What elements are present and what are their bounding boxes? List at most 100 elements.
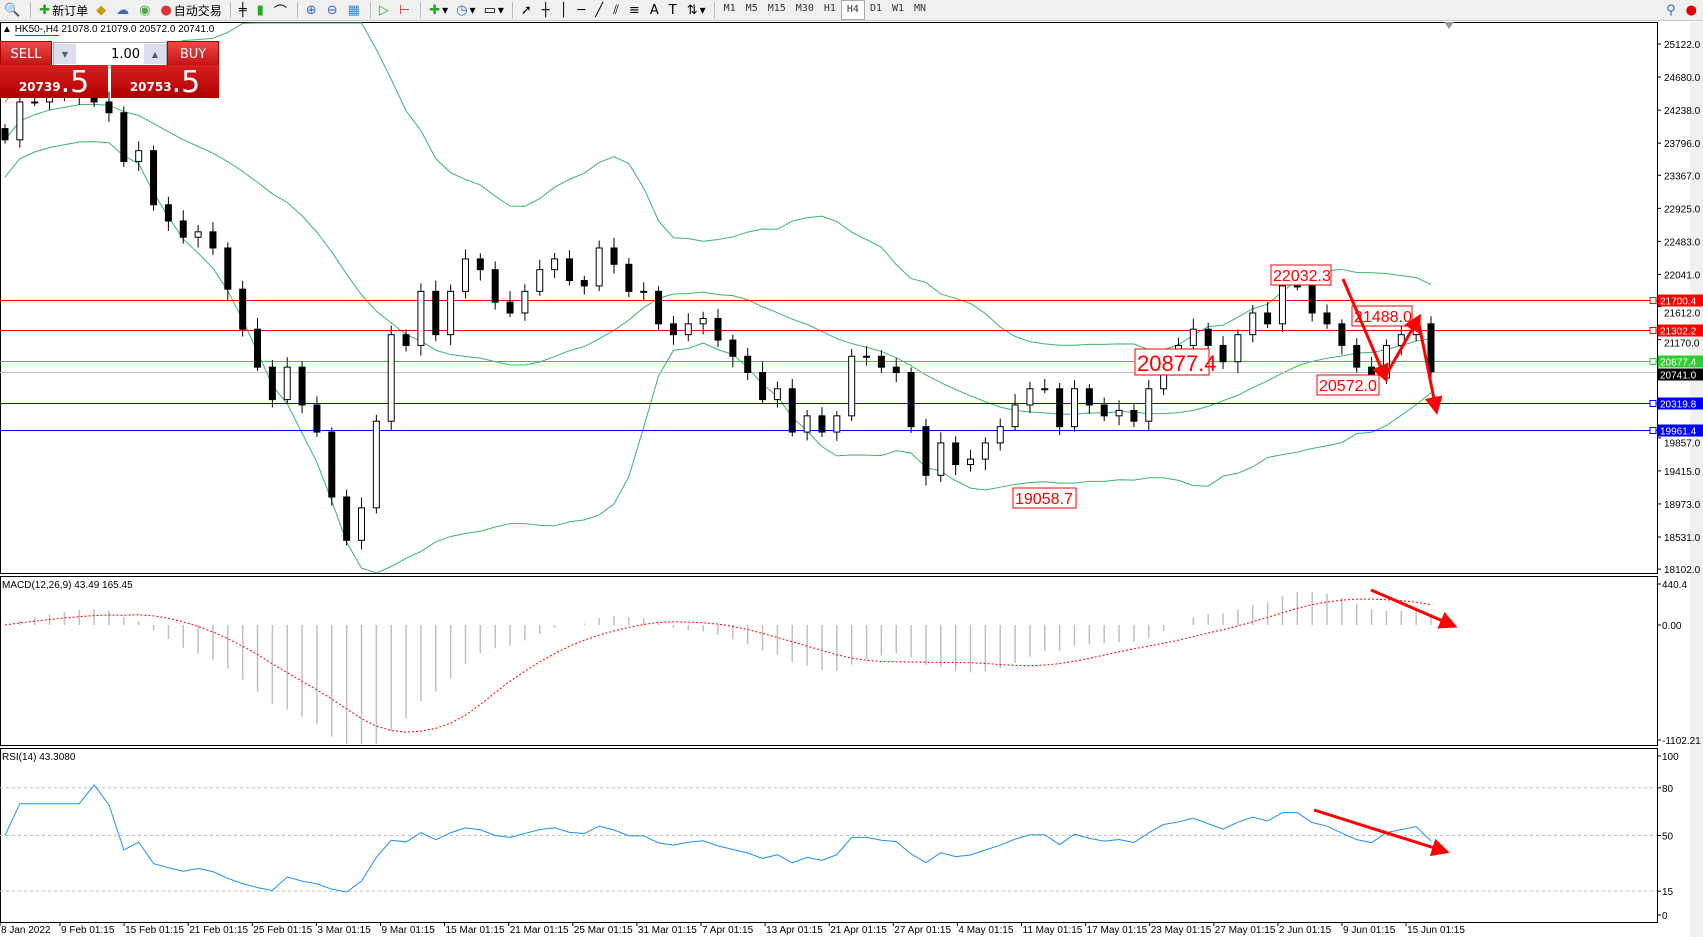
price-annotation-box[interactable] bbox=[1270, 264, 1332, 286]
candle[interactable] bbox=[922, 418, 930, 486]
level-handle[interactable] bbox=[1649, 400, 1657, 407]
candle[interactable] bbox=[788, 378, 796, 437]
lot-decrease-button[interactable]: ▼ bbox=[54, 44, 76, 64]
candle[interactable] bbox=[952, 436, 960, 476]
candle[interactable] bbox=[967, 449, 975, 472]
candle[interactable] bbox=[1353, 338, 1361, 373]
price-annotation-box[interactable] bbox=[1316, 374, 1380, 396]
candle[interactable] bbox=[803, 409, 811, 441]
candle[interactable] bbox=[1145, 379, 1153, 432]
candle[interactable] bbox=[684, 313, 692, 342]
timeframe-h1[interactable]: H1 bbox=[823, 3, 836, 14]
candle[interactable] bbox=[1189, 318, 1197, 353]
candle[interactable] bbox=[461, 249, 469, 299]
candle[interactable] bbox=[521, 284, 529, 321]
chart-collapse-icon[interactable]: ▲ bbox=[2, 24, 12, 35]
candle[interactable] bbox=[328, 427, 336, 506]
candle[interactable] bbox=[877, 350, 885, 373]
candle[interactable] bbox=[1249, 304, 1257, 343]
lot-size-input[interactable]: 1.00 bbox=[111, 46, 140, 62]
candle[interactable] bbox=[1100, 397, 1108, 422]
lot-size-stepper[interactable]: ▼ 1.00 ▲ bbox=[53, 42, 167, 66]
candle[interactable] bbox=[981, 437, 989, 471]
candle[interactable] bbox=[773, 381, 781, 408]
candle[interactable] bbox=[907, 367, 915, 433]
candlestick-button[interactable]: ▮ bbox=[253, 1, 270, 19]
candle[interactable] bbox=[239, 280, 247, 337]
indicators-button[interactable]: ✚ ▾ bbox=[429, 2, 449, 18]
notifications-button[interactable]: ● bbox=[1682, 1, 1703, 19]
fibonacci-button[interactable]: ≡ bbox=[625, 1, 646, 19]
trend-arrow[interactable] bbox=[1370, 588, 1458, 629]
templates-button[interactable]: ▭ ▾ bbox=[483, 2, 504, 18]
candle[interactable] bbox=[135, 141, 143, 171]
candle[interactable] bbox=[164, 196, 172, 231]
signals-button[interactable]: ◉ bbox=[135, 1, 156, 19]
candle[interactable] bbox=[729, 334, 737, 368]
candle[interactable] bbox=[254, 318, 262, 371]
candle[interactable] bbox=[996, 418, 1004, 451]
text-label-button[interactable]: T bbox=[665, 1, 683, 19]
sell-price[interactable]: 20739 .5 bbox=[0, 65, 108, 98]
candle[interactable] bbox=[536, 259, 544, 296]
candle[interactable] bbox=[298, 361, 306, 414]
price-annotation-box[interactable] bbox=[1012, 487, 1077, 509]
candle[interactable] bbox=[105, 91, 113, 122]
candle[interactable] bbox=[476, 253, 484, 281]
timeframe-m15[interactable]: M15 bbox=[767, 3, 786, 14]
level-handle[interactable] bbox=[1649, 327, 1657, 334]
candle[interactable] bbox=[1071, 380, 1078, 432]
auto-trading-button[interactable]: ● 自动交易 bbox=[156, 1, 225, 19]
candle[interactable] bbox=[447, 284, 455, 346]
candle[interactable] bbox=[565, 250, 573, 286]
buy-price[interactable]: 20753 .5 bbox=[111, 65, 219, 98]
candle[interactable] bbox=[1011, 394, 1019, 431]
candle[interactable] bbox=[506, 291, 514, 317]
sell-button[interactable]: SELL bbox=[0, 41, 52, 68]
candle[interactable] bbox=[194, 225, 202, 248]
new-order-button[interactable]: ✚ 新订单 bbox=[35, 1, 92, 19]
candle[interactable] bbox=[1, 124, 9, 144]
candle[interactable] bbox=[1308, 280, 1316, 322]
candle[interactable] bbox=[1056, 382, 1064, 436]
candle[interactable] bbox=[402, 329, 410, 352]
candle[interactable] bbox=[491, 261, 499, 310]
autoscroll-button[interactable]: ▷ bbox=[375, 1, 395, 19]
candle[interactable] bbox=[1219, 336, 1227, 369]
periods-button[interactable]: ◷ ▾ bbox=[456, 2, 476, 18]
candle[interactable] bbox=[1130, 404, 1138, 428]
bar-chart-button[interactable]: ╪ bbox=[235, 1, 253, 19]
candle[interactable] bbox=[387, 325, 395, 431]
candle[interactable] bbox=[1264, 302, 1272, 328]
market-watch-button[interactable]: ◆ bbox=[92, 1, 112, 19]
candle[interactable] bbox=[595, 240, 603, 292]
search-button-right[interactable]: ⚲ bbox=[1662, 1, 1682, 19]
candle[interactable] bbox=[625, 258, 633, 298]
candle[interactable] bbox=[268, 359, 276, 408]
candle[interactable] bbox=[16, 94, 24, 148]
candle[interactable] bbox=[610, 237, 618, 274]
lot-increase-button[interactable]: ▲ bbox=[144, 44, 166, 64]
navigator-button[interactable]: ☁ bbox=[112, 1, 135, 19]
trend-arrow[interactable] bbox=[1341, 278, 1389, 383]
zoom-out-button[interactable]: ⊖ bbox=[323, 1, 344, 19]
candle[interactable] bbox=[892, 358, 900, 383]
candle[interactable] bbox=[343, 489, 351, 546]
cursor-button[interactable]: ➚ bbox=[517, 1, 538, 19]
candle[interactable] bbox=[358, 497, 365, 550]
price-annotation-box[interactable] bbox=[1134, 348, 1210, 376]
timeframe-m30[interactable]: M30 bbox=[795, 3, 814, 14]
candle[interactable] bbox=[655, 286, 663, 330]
zoom-in-button[interactable]: ⊕ bbox=[302, 1, 323, 19]
candle[interactable] bbox=[1085, 384, 1093, 414]
chart-shift-marker-icon[interactable] bbox=[1444, 22, 1454, 29]
candle[interactable] bbox=[209, 222, 217, 255]
candle[interactable] bbox=[1026, 381, 1034, 413]
buy-button[interactable]: BUY bbox=[167, 41, 219, 68]
timeframe-mn[interactable]: MN bbox=[914, 3, 927, 14]
level-handle[interactable] bbox=[1649, 427, 1657, 434]
candle[interactable] bbox=[699, 311, 707, 335]
candle[interactable] bbox=[1234, 329, 1242, 373]
candle[interactable] bbox=[551, 252, 559, 278]
candle[interactable] bbox=[848, 348, 856, 422]
